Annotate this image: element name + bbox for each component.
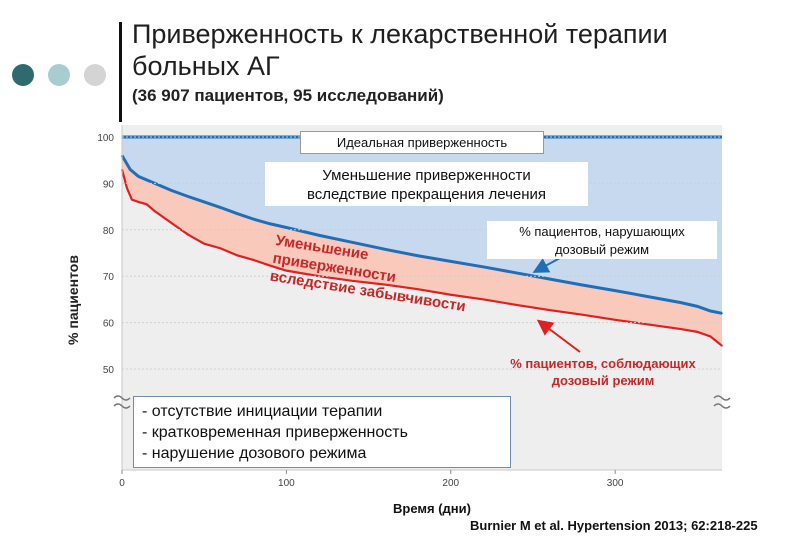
series-nonadherent-point — [709, 310, 712, 312]
decor-dot — [12, 64, 34, 86]
reasons-list: - отсутствие инициации терапии - кратков… — [133, 396, 511, 468]
x-tick-label: 100 — [278, 478, 295, 489]
citation: Burnier M et al. Hypertension 2013; 62:2… — [470, 518, 758, 533]
series-nonadherent-point — [236, 212, 238, 215]
nonadherent-line-1: % пациентов, нарушающих — [519, 224, 685, 239]
series-adherent-point — [236, 254, 238, 257]
series-nonadherent-point — [203, 201, 205, 203]
series-nonadherent-point — [449, 260, 452, 263]
series-adherent-point — [131, 198, 133, 201]
decline-line-1: Уменьшение приверженности — [322, 167, 531, 184]
series-adherent-point — [351, 280, 353, 282]
reason-item: - кратковременная приверженность — [142, 424, 408, 441]
series-adherent-point — [417, 288, 419, 290]
y-tick-label: 50 — [103, 365, 115, 376]
series-nonadherent-point — [721, 312, 723, 315]
x-tick-label: 200 — [442, 478, 459, 489]
reason-item: - нарушение дозового режима — [142, 445, 367, 462]
decline-discontinuation-label: Уменьшение приверженности вследствие пре… — [265, 162, 588, 206]
series-nonadherent-point — [581, 284, 584, 286]
series-adherent-point — [482, 298, 485, 301]
series-adherent-point — [252, 259, 255, 261]
series-nonadherent-point — [680, 301, 682, 304]
y-tick-label: 60 — [103, 319, 115, 330]
series-adherent-point — [696, 331, 699, 333]
decline-line-2: вследствие прекращения лечения — [306, 186, 547, 203]
nonadherent-line-2: дозовый режим — [554, 242, 650, 257]
series-adherent-point — [219, 247, 222, 250]
series-adherent-point — [721, 345, 723, 347]
axis-break-mark — [713, 395, 731, 401]
series-adherent-point — [285, 269, 288, 272]
series-nonadherent-point — [384, 248, 386, 251]
series-nonadherent-point — [548, 278, 551, 280]
title-divider — [119, 22, 122, 122]
series-adherent-point — [449, 293, 452, 296]
y-tick-label: 70 — [103, 272, 115, 283]
series-adherent-point — [203, 242, 205, 245]
series-nonadherent-point — [252, 218, 255, 220]
x-tick-label: 0 — [119, 478, 125, 489]
adherent-label: % пациентов, соблюдающих дозовый режим — [498, 355, 708, 389]
series-nonadherent-point — [137, 175, 140, 178]
y-tick-label: 90 — [103, 179, 115, 190]
series-nonadherent-point — [515, 272, 518, 274]
series-adherent-point — [709, 335, 712, 338]
series-nonadherent-point — [482, 266, 485, 268]
series-adherent-point — [384, 283, 386, 286]
series-nonadherent-point — [170, 189, 173, 192]
series-adherent-point — [680, 328, 682, 330]
series-nonadherent-point — [647, 295, 649, 298]
series-adherent-point — [548, 309, 551, 311]
series-adherent-point — [515, 304, 518, 306]
series-adherent-point — [269, 264, 271, 267]
series-nonadherent-point — [696, 305, 699, 308]
series-adherent-point — [186, 233, 189, 236]
forgetfulness-area — [122, 155, 722, 346]
title-line-1: Приверженность к лекарственной терапии — [132, 19, 668, 49]
series-nonadherent-point — [285, 226, 288, 229]
y-tick-label: 100 — [97, 133, 114, 144]
nonadherent-label: % пациентов, нарушающих дозовый режим — [487, 221, 717, 259]
adherent-arrow — [536, 319, 581, 353]
series-adherent-point — [154, 210, 156, 213]
series-adherent-point — [170, 222, 173, 224]
ideal-adherence-label: Идеальная приверженность — [300, 131, 544, 154]
decor-dot — [48, 64, 70, 86]
reason-item: - отсутствие инициации терапии — [142, 403, 383, 420]
page-subtitle: (36 907 пациентов, 95 исследований) — [132, 86, 444, 105]
series-nonadherent-point — [186, 195, 189, 198]
y-tick-label: 80 — [103, 226, 115, 237]
series-nonadherent-point — [614, 289, 616, 292]
title-line-2: больных АГ — [132, 51, 280, 81]
axis-break-mark — [713, 403, 731, 409]
axis-break-mark — [113, 395, 131, 401]
series-nonadherent-point — [219, 206, 222, 209]
series-adherent-point — [614, 319, 616, 321]
x-tick-label: 300 — [607, 478, 624, 489]
adherent-line-1: % пациентов, соблюдающих — [510, 356, 696, 371]
series-nonadherent-point — [269, 222, 271, 225]
decor-dot — [84, 64, 106, 86]
series-nonadherent-point — [129, 168, 132, 171]
nonadherent-arrow — [532, 257, 561, 273]
page-title: Приверженность к лекарственной терапии б… — [132, 18, 668, 82]
series-nonadherent-point — [351, 241, 353, 244]
y-axis-label-text: % пациентов — [65, 255, 81, 345]
axis-break-mark — [113, 403, 131, 409]
series-adherent-point — [137, 201, 140, 203]
series-adherent-point — [145, 203, 148, 206]
series-adherent-point — [581, 313, 584, 316]
series-adherent-point — [647, 323, 649, 326]
adherent-line-2: дозовый режим — [551, 373, 655, 388]
series-nonadherent-point — [417, 254, 419, 257]
series-adherent-point — [126, 187, 128, 189]
series-nonadherent-point — [318, 234, 321, 237]
x-axis-label: Время (дни) — [393, 501, 471, 516]
